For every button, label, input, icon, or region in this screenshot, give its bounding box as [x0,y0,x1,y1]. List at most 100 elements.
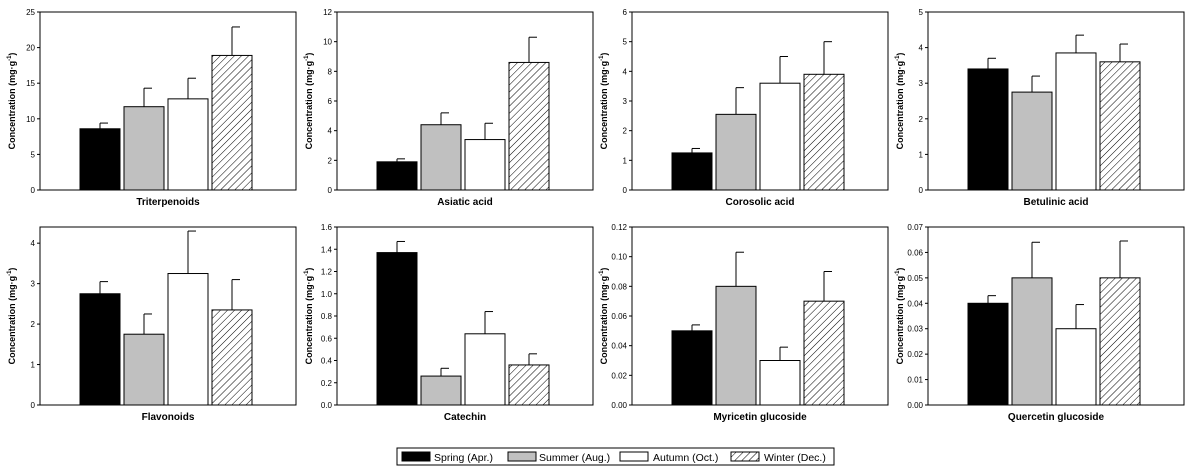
bar-winter [1099,61,1141,191]
chart-panel: 0 2 4 6 8 10 12 Concentration (mg·g-1) Asiatic a… [304,8,594,208]
y-tick-label: 0.00 [611,401,627,410]
y-tick-label: 5 [623,38,628,47]
y-axis-label: Concentration (mg·g-1) [304,268,314,365]
chart-panel: 0.00 0.02 0.04 0.06 0.08 0.10 0.12 Concentratio… [599,223,889,423]
y-tick-label: 1 [623,156,628,165]
y-tick-label: 0.02 [907,350,923,359]
y-tick-label: 4 [328,127,333,136]
bar-autumn [759,360,801,406]
y-tick-label: 0.2 [321,379,333,388]
y-axis-label-text: Concentration (mg·g [7,61,17,150]
y-tick-label: 4 [919,44,924,53]
y-axis-label-text: Concentration (mg·g [895,276,905,365]
bar-summer [715,285,757,406]
y-tick-label: 3 [623,97,628,106]
bar-autumn [1055,328,1097,406]
y-axis-label-sup: -1 [7,270,13,276]
y-axis-label-sup: -1 [7,55,13,61]
bar-autumn [167,273,209,406]
y-axis-label-sup: -1 [304,270,310,276]
y-tick-label: 15 [26,79,35,88]
y-axis-label-close: ) [599,268,609,271]
y-axis-label-close: ) [7,268,17,271]
y-tick-label: 0.07 [907,223,923,232]
y-tick-label: 1.2 [321,268,333,277]
y-tick-label: 3 [31,280,36,289]
legend-frame [396,447,835,466]
bar-winter [211,309,253,406]
y-tick-label: 0 [328,186,333,195]
bar-winter [1099,277,1141,406]
y-axis-label-close: ) [895,53,905,56]
x-axis-label: Flavonoids [142,412,195,423]
y-tick-label: 8 [328,67,333,76]
bar-summer [1011,277,1053,406]
y-tick-label: 1.0 [321,290,333,299]
y-axis-label-close: ) [304,268,314,271]
y-tick-label: 0.04 [611,342,627,351]
y-axis-label: Concentration (mg·g-1) [895,268,905,365]
chart-panel: 0 1 2 3 4 Concentration (mg·g-1) Flavonoids [7,226,297,423]
y-tick-label: 2 [31,320,36,329]
y-tick-label: 0.06 [907,248,923,257]
chart-panel: 0 1 2 3 4 5 6 Concentration (mg·g-1) Corosolic a… [599,8,889,208]
x-axis-label: Catechin [444,412,486,423]
bar-spring [671,152,713,191]
legend-label-winter: Winter (Dec.) [764,452,826,464]
y-tick-label: 0.05 [907,274,923,283]
y-tick-label: 6 [328,97,333,106]
y-tick-label: 6 [623,8,628,17]
bar-spring [79,128,121,191]
bar-summer [123,106,165,191]
y-tick-label: 5 [31,150,36,159]
y-axis-label-close: ) [7,53,17,56]
y-tick-label: 2 [328,156,333,165]
y-tick-label: 0.6 [321,334,333,343]
y-axis-label-sup: -1 [304,55,310,61]
y-axis-label-close: ) [304,53,314,56]
y-axis-label: Concentration (mg·g-1) [895,53,905,150]
bar-autumn [759,82,801,191]
y-tick-label: 0.0 [321,401,333,410]
x-axis-label: Myricetin glucoside [713,412,807,423]
y-tick-label: 2 [919,115,924,124]
y-tick-label: 0.8 [321,312,333,321]
y-tick-label: 0 [31,186,36,195]
legend-label-spring: Spring (Apr.) [434,452,493,464]
bar-winter [508,364,550,406]
x-axis-label: Asiatic acid [437,197,493,208]
y-tick-label: 0 [31,401,36,410]
bar-spring [967,302,1009,406]
y-tick-label: 1.4 [321,245,333,254]
y-tick-label: 0.4 [321,357,333,366]
bar-summer [420,124,462,191]
legend: Spring (Apr.) Summer (Aug.) Autumn (Oct.… [396,447,835,466]
y-tick-label: 0.02 [611,371,627,380]
y-tick-label: 1 [919,150,924,159]
y-tick-label: 4 [31,239,36,248]
y-tick-label: 0 [623,186,628,195]
y-axis-label-text: Concentration (mg·g [304,61,314,150]
bar-spring [967,68,1009,191]
y-tick-label: 0 [919,186,924,195]
legend-label-autumn: Autumn (Oct.) [653,452,718,464]
x-axis-label: Quercetin glucoside [1008,412,1105,423]
y-axis-label: Concentration (mg·g-1) [7,53,17,150]
legend-swatch-spring [401,451,431,462]
bar-summer [715,113,757,191]
y-axis-label-sup: -1 [599,270,605,276]
y-tick-label: 4 [623,67,628,76]
bar-autumn [1055,52,1097,191]
chart-panel: 0.00 0.01 0.02 0.03 0.04 0.05 0.06 0.07 Concentr… [895,223,1185,423]
legend-swatch-autumn [619,451,649,462]
x-axis-label: Betulinic acid [1023,197,1088,208]
y-axis-label-close: ) [895,268,905,271]
bar-winter [211,54,253,191]
bar-spring [671,330,713,406]
y-axis-label: Concentration (mg·g-1) [304,53,314,150]
bar-winter [803,73,845,191]
bar-autumn [167,98,209,191]
y-axis-label: Concentration (mg·g-1) [7,268,17,365]
